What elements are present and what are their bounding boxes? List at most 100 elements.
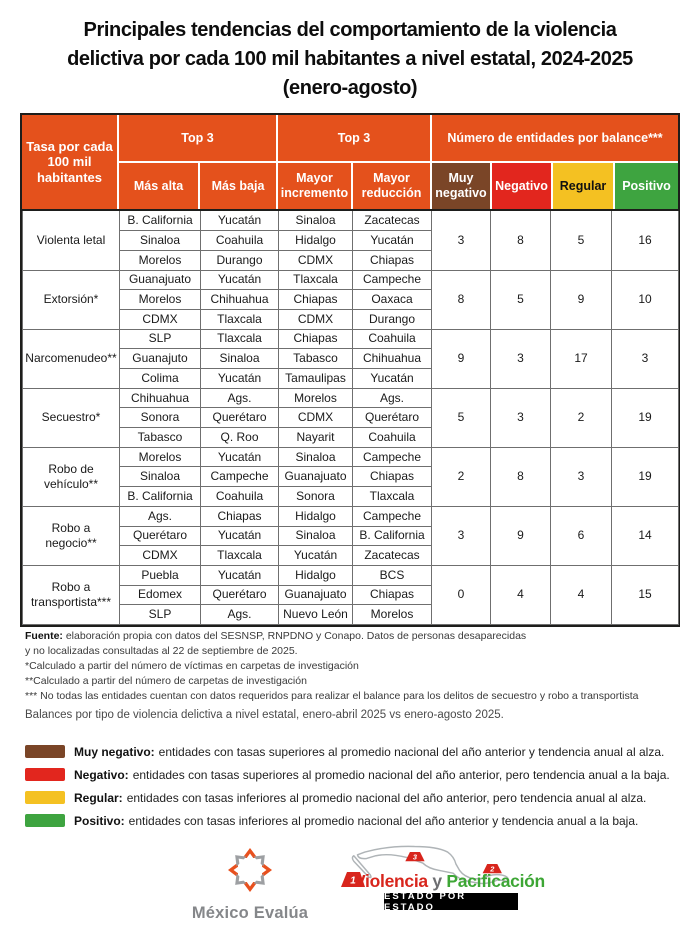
- violencia-y-pacificacion-logo: 3 2 1 Violencia y Pacificación ESTADO PO…: [340, 841, 545, 925]
- state-name: Nayarit: [278, 427, 353, 448]
- state-name: Coahuila: [352, 328, 432, 350]
- marker-1-number: 1: [350, 876, 356, 887]
- asterisk-note-3: *** No todas las entidades cuentan con d…: [25, 690, 639, 702]
- state-name: Tlaxcala: [278, 269, 353, 291]
- crime-label: Violenta letal: [22, 211, 120, 271]
- state-name: Chiapas: [352, 249, 432, 271]
- balance-count: 9: [431, 328, 491, 389]
- state-name: CDMX: [119, 545, 201, 566]
- table-row: Secuestro* Chihuahua Ags. Morelos Ags. 5 3 2 19: [22, 387, 679, 448]
- vyp-y-text: y: [432, 871, 442, 891]
- state-name: Tlaxcala: [200, 545, 279, 566]
- balance-count: 17: [550, 328, 612, 389]
- table-body-table: Violenta letal B. California Yucatán Sinalo…: [22, 211, 679, 625]
- balance-count: 5: [431, 387, 491, 448]
- state-name: SLP: [119, 328, 201, 350]
- state-name: Campeche: [352, 446, 432, 468]
- balance-count: 0: [431, 564, 491, 625]
- state-name: Ags.: [119, 505, 201, 527]
- balance-count: 2: [431, 446, 491, 507]
- marker-2-number: 2: [489, 864, 495, 873]
- table-row: B. California Coahuila Sonora Tlaxcala: [23, 486, 679, 507]
- legend-item-positivo: Positivo: entidades con tasas inferiores…: [25, 809, 695, 832]
- state-name: Sinaloa: [278, 446, 353, 468]
- crime-label: Narcomenudeo**: [22, 328, 120, 389]
- state-name: Chiapas: [278, 289, 353, 310]
- state-name: Sonora: [119, 407, 201, 429]
- subheader-mayor-reduccion: Mayor reducción: [353, 163, 430, 209]
- legend-label: Regular:: [74, 790, 123, 805]
- state-name: Yucatán: [352, 230, 432, 251]
- state-name: Coahuila: [200, 486, 279, 507]
- crime-label: Robo a transportista***: [22, 564, 120, 625]
- state-name: Hidalgo: [278, 505, 353, 527]
- group-header-top3-changes: Top 3: [278, 115, 430, 161]
- state-name: CDMX: [278, 308, 353, 330]
- table-row: Morelos Chihuahua Chiapas Oaxaca: [23, 289, 679, 310]
- footnotes: Fuente: elaboración propia con datos del…: [25, 629, 675, 704]
- balance-count: 3: [611, 328, 679, 389]
- table-row: Robo de vehículo** Morelos Yucatán Sinaloa C…: [22, 446, 679, 507]
- subheader-regular: Regular: [553, 163, 613, 209]
- state-name: Tlaxcala: [352, 486, 432, 507]
- balance-count: 8: [490, 446, 551, 507]
- state-name: Guanajuato: [278, 584, 353, 606]
- state-name: Morelos: [278, 387, 353, 409]
- balance-count: 9: [550, 269, 612, 330]
- state-name: CDMX: [278, 407, 353, 429]
- state-name: Puebla: [119, 564, 201, 586]
- page-title-line-3: (enero-agosto): [282, 77, 418, 99]
- legend-text: entidades con tasas inferiores al promed…: [126, 790, 647, 805]
- evidence-marker-3-icon: 3: [405, 852, 425, 861]
- legend-item-muy-negativo: Muy negativo: entidades con tasas superi…: [25, 740, 695, 763]
- state-name: Sinaloa: [278, 525, 353, 547]
- state-name: Morelos: [119, 446, 201, 468]
- group-header-top3-rates: Top 3: [119, 115, 276, 161]
- table-body: Violenta letal B. California Yucatán Sinalo…: [22, 211, 679, 625]
- state-name: Chiapas: [352, 466, 432, 488]
- mexico-map-icon: 3 2: [351, 845, 509, 885]
- negativo-swatch-icon: [25, 768, 65, 781]
- legend-item-negativo: Negativo: entidades con tasas superiores…: [25, 763, 695, 786]
- state-name: Guanajuato: [278, 466, 353, 488]
- state-name: Yucatán: [278, 545, 353, 566]
- asterisk-note-1: *Calculado a partir del número de víctim…: [25, 660, 359, 672]
- state-name: Chihuahua: [119, 387, 201, 409]
- positivo-swatch-icon: [25, 814, 65, 827]
- balance-count: 6: [550, 505, 612, 566]
- state-name: Yucatán: [200, 368, 279, 389]
- vyp-estado-por-estado-banner: ESTADO POR ESTADO: [384, 891, 518, 913]
- balance-count: 2: [550, 387, 612, 448]
- state-name: Querétaro: [352, 407, 432, 429]
- balance-note: Balances por tipo de violencia delictiva…: [25, 709, 504, 721]
- subheader-mayor-incremento: Mayor incremento: [278, 163, 351, 209]
- table-row: CDMX Tlaxcala CDMX Durango: [23, 308, 679, 330]
- state-name: Morelos: [119, 289, 201, 310]
- group-header-balance: Número de entidades por balance***: [432, 115, 678, 161]
- state-name: Campeche: [352, 269, 432, 291]
- table-row: Colima Yucatán Tamaulipas Yucatán: [23, 368, 679, 389]
- subheader-muy-negativo: Muy negativo: [432, 163, 490, 209]
- balance-count: 19: [611, 446, 679, 507]
- state-name: Coahuila: [352, 427, 432, 448]
- balance-count: 9: [490, 505, 551, 566]
- state-name: B. California: [119, 211, 201, 232]
- state-name: Q. Roo: [200, 427, 279, 448]
- state-name: Yucatán: [200, 269, 279, 291]
- state-name: Tabasco: [278, 348, 353, 369]
- state-name: Ags.: [200, 387, 279, 409]
- mexico-evalua-wordmark: México Evalúa: [191, 904, 309, 922]
- state-name: Morelos: [352, 604, 432, 625]
- state-name: Tabasco: [119, 427, 201, 448]
- state-name: Yucatán: [200, 211, 279, 232]
- legend-label: Negativo:: [74, 767, 129, 782]
- state-name: CDMX: [119, 308, 201, 330]
- balance-count: 19: [611, 387, 679, 448]
- legend-text: entidades con tasas inferiores al promed…: [128, 813, 639, 828]
- balance-count: 3: [490, 387, 551, 448]
- state-name: SLP: [119, 604, 201, 625]
- asterisk-note-2: **Calculado a partir del número de carpe…: [25, 675, 307, 687]
- table-row: Sonora Querétaro CDMX Querétaro: [23, 407, 679, 429]
- state-name: Yucatán: [200, 446, 279, 468]
